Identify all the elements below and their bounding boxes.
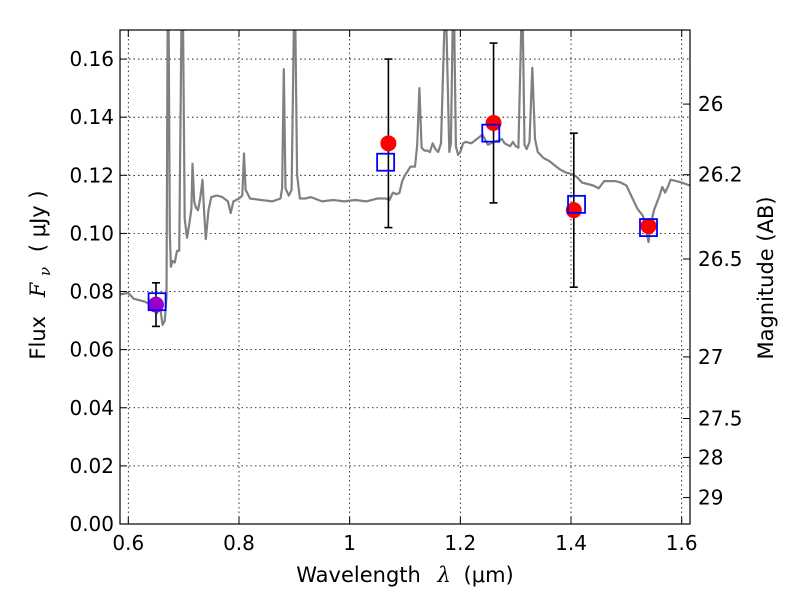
x-tick-label: 1	[343, 531, 356, 555]
y-axis-subscript: ν	[36, 267, 54, 276]
y-tick-label: 0.08	[69, 280, 114, 304]
right-tick-label: 26.2	[698, 163, 743, 187]
model-photometry-point	[481, 123, 501, 143]
model-photometry-point	[147, 292, 167, 312]
y-tick-label: 0.14	[69, 105, 114, 129]
x-tick-label: 0.8	[223, 531, 255, 555]
y-tick-label: 0.00	[69, 512, 114, 536]
plot-frame	[119, 29, 691, 525]
model-spectrum-line	[120, 30, 690, 326]
model-photometry-point	[567, 194, 586, 214]
right-tick-label: 29	[698, 486, 723, 510]
x-axis-ticks: 0.6 0.8 1 1.2 1.4 1.6	[112, 30, 698, 555]
y-axis-title: Flux F ν ( μJy )	[26, 190, 55, 359]
observed-point	[640, 218, 657, 235]
right-tick-label: 26.5	[698, 247, 743, 271]
x-tick-label: 1.6	[666, 531, 698, 555]
right-tick-label: 28	[698, 445, 723, 469]
x-axis-title: Wavelength λ (μm)	[296, 563, 513, 587]
observed-point	[380, 135, 397, 152]
x-axis-symbol: λ	[437, 563, 451, 587]
observed-points-layer	[147, 114, 657, 313]
x-tick-label: 0.6	[112, 531, 144, 555]
right-tick-label: 27	[698, 345, 723, 369]
model-photometry-point	[376, 152, 396, 172]
y-axis-ticks: 0.00 0.02 0.04 0.06 0.08 0.10 0.12 0.14 0.16	[69, 47, 127, 536]
right-axis-ticks: 26 26.2 26.5 27 27.5 28 29	[683, 92, 743, 510]
y-tick-label: 0.16	[69, 47, 114, 71]
right-axis-title: Magnitude (AB)	[754, 196, 778, 359]
y-tick-label: 0.06	[69, 338, 114, 362]
grid	[120, 30, 690, 525]
y-tick-label: 0.12	[69, 163, 114, 187]
x-axis-unit: (μm)	[464, 563, 514, 587]
y-axis-label: Flux	[26, 316, 50, 360]
model-photometry-layer	[147, 123, 658, 312]
y-tick-label: 0.10	[69, 221, 114, 245]
observed-point	[565, 202, 582, 219]
y-axis-symbol: F	[26, 281, 50, 298]
observed-point	[485, 114, 502, 131]
model-spectrum-layer	[120, 30, 690, 326]
x-axis-label: Wavelength	[296, 563, 421, 587]
y-tick-label: 0.04	[69, 396, 114, 420]
y-axis-unit: ( μJy )	[26, 190, 50, 252]
x-tick-label: 1.2	[444, 531, 476, 555]
model-photometry-point	[639, 218, 658, 238]
right-tick-label: 26	[698, 92, 723, 116]
x-tick-label: 1.4	[555, 531, 587, 555]
errorbar-layer	[151, 42, 578, 328]
right-tick-label: 27.5	[698, 407, 743, 431]
y-tick-label: 0.02	[69, 454, 114, 478]
